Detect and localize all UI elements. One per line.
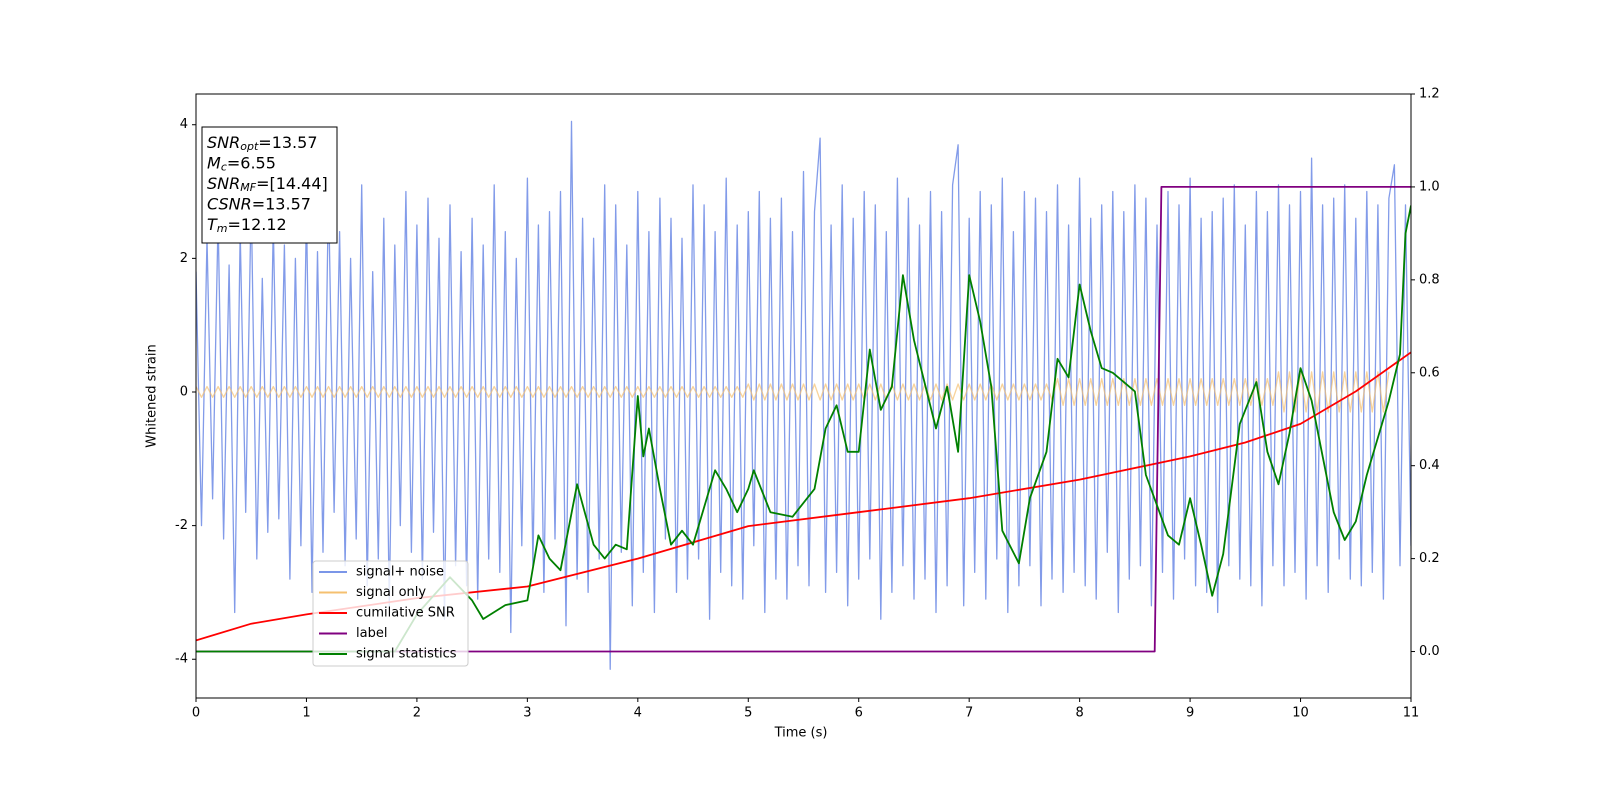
x-tick-label: 1 xyxy=(302,706,310,721)
y2-tick-label: 0.6 xyxy=(1419,365,1440,380)
legend-label: label xyxy=(356,626,387,641)
annotation-subscript: m xyxy=(217,222,228,235)
y-tick-label: 0 xyxy=(180,384,188,399)
x-tick-label: 5 xyxy=(744,706,752,721)
legend-label: signal only xyxy=(356,585,426,600)
annotation-symbol: M xyxy=(207,153,221,172)
annotation-text: SNRMF=[14.44] xyxy=(207,174,328,195)
y-tick-label: 2 xyxy=(180,251,188,266)
x-tick-label: 3 xyxy=(523,706,531,721)
x-axis-label: Time (s) xyxy=(774,726,828,741)
annotation-symbol: T xyxy=(207,215,218,234)
y-tick-label: 4 xyxy=(180,117,188,132)
annotation-subscript: opt xyxy=(240,140,259,153)
y2-tick-label: 0.0 xyxy=(1419,644,1440,659)
y2-tick-label: 0.4 xyxy=(1419,458,1440,473)
series-line xyxy=(196,120,1411,670)
annotation-value: =12.12 xyxy=(228,215,287,234)
annotation-box xyxy=(201,126,338,244)
x-tick-label: 10 xyxy=(1292,706,1309,721)
annotation-value: =[14.44] xyxy=(256,174,328,193)
y2-tick-label: 1.0 xyxy=(1419,179,1440,194)
annotation-symbol: CSNR xyxy=(207,194,252,213)
legend-label: cumilative SNR xyxy=(356,606,455,621)
annotation-text: SNRopt=13.57 xyxy=(207,133,318,154)
y-tick-label: -2 xyxy=(175,518,188,533)
legend-label: signal+ noise xyxy=(356,565,444,580)
x-tick-label: 11 xyxy=(1403,706,1420,721)
legend-box xyxy=(312,560,469,667)
y2-tick-label: 0.2 xyxy=(1419,551,1440,566)
x-tick-label: 6 xyxy=(855,706,863,721)
y2-tick-label: 1.2 xyxy=(1419,87,1440,102)
x-tick-label: 0 xyxy=(192,706,200,721)
x-tick-label: 2 xyxy=(413,706,421,721)
annotation-subscript: MF xyxy=(240,181,256,194)
annotation-symbol: SNR xyxy=(207,174,240,193)
x-tick-label: 7 xyxy=(965,706,973,721)
series-line xyxy=(196,371,1390,413)
annotation-value: =13.57 xyxy=(258,133,317,152)
annotation-text: CSNR=13.57 xyxy=(207,194,311,213)
y-tick-label: -4 xyxy=(175,652,188,667)
x-tick-label: 8 xyxy=(1075,706,1083,721)
y2-tick-label: 0.8 xyxy=(1419,272,1440,287)
annotation-text: Tm=12.12 xyxy=(207,215,287,236)
series-line xyxy=(196,205,1411,653)
annotation-subscript: c xyxy=(221,161,227,174)
annotation-value: =6.55 xyxy=(227,153,276,172)
annotation-value: =13.57 xyxy=(252,194,311,213)
annotation-text: Mc=6.55 xyxy=(207,153,276,174)
axes-frame xyxy=(195,93,1412,699)
y-axis-label: Whitened strain xyxy=(145,344,160,447)
x-tick-label: 9 xyxy=(1186,706,1194,721)
annotation-symbol: SNR xyxy=(207,133,240,152)
legend-label: signal statistics xyxy=(356,647,457,662)
series-line xyxy=(196,186,1411,653)
x-tick-label: 4 xyxy=(634,706,642,721)
